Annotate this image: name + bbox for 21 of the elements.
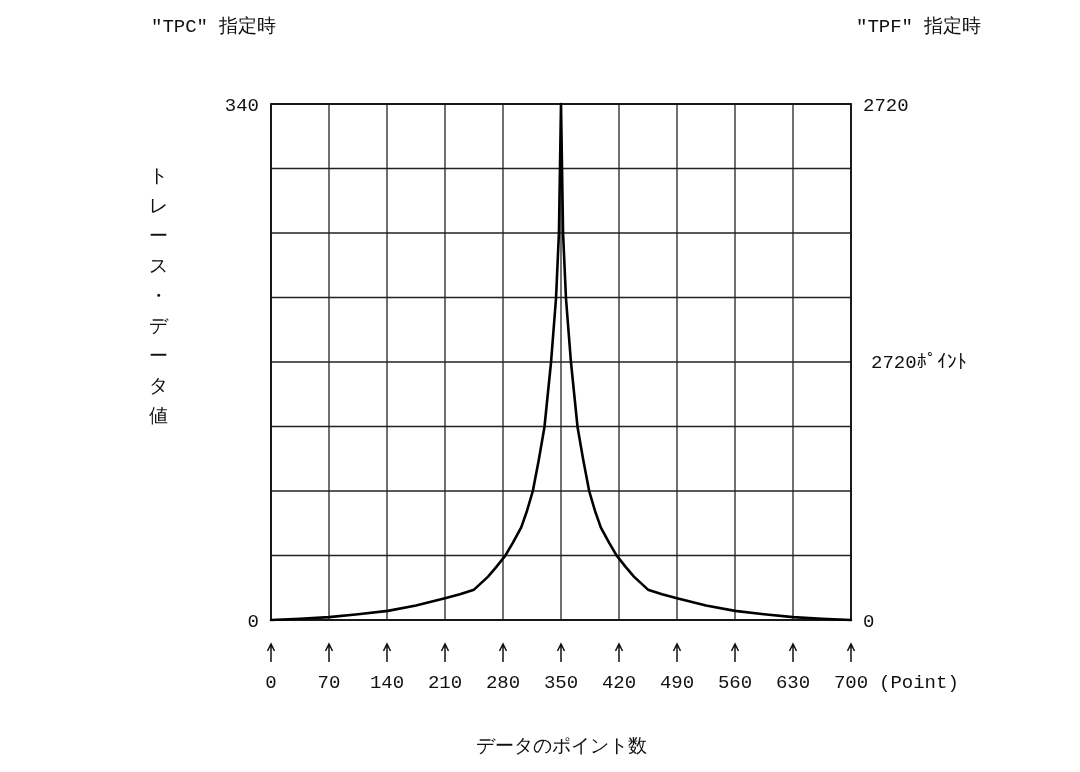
- x-tick-label: 630: [775, 672, 811, 694]
- text: "TPF" 指定時: [856, 15, 982, 38]
- y2-tick-label: 2720: [863, 95, 909, 117]
- x-tick-label: 350: [543, 672, 579, 694]
- x-tick-label: 0: [265, 672, 277, 694]
- x-tick-label: 700: [833, 672, 869, 694]
- text: 2720ﾎﾟｲﾝﾄ: [871, 352, 967, 374]
- line-series: [269, 102, 853, 622]
- x-tick-label: 210: [427, 672, 463, 694]
- x-tick-label: 280: [485, 672, 521, 694]
- x-tick-label: 140: [369, 672, 405, 694]
- y2-tick-label: 0: [863, 611, 875, 633]
- y-tick-label: 340: [224, 95, 259, 117]
- text: "TPC" 指定時: [151, 15, 277, 38]
- x-tick-label: 560: [717, 672, 753, 694]
- x-axis-title: データのポイント数: [475, 736, 647, 758]
- x-tick-label: 420: [601, 672, 637, 694]
- x-tick-label: 70: [317, 672, 341, 694]
- text: (Point): [879, 672, 959, 694]
- text: トレース・データ値: [148, 166, 168, 428]
- x-tick-label: 490: [659, 672, 695, 694]
